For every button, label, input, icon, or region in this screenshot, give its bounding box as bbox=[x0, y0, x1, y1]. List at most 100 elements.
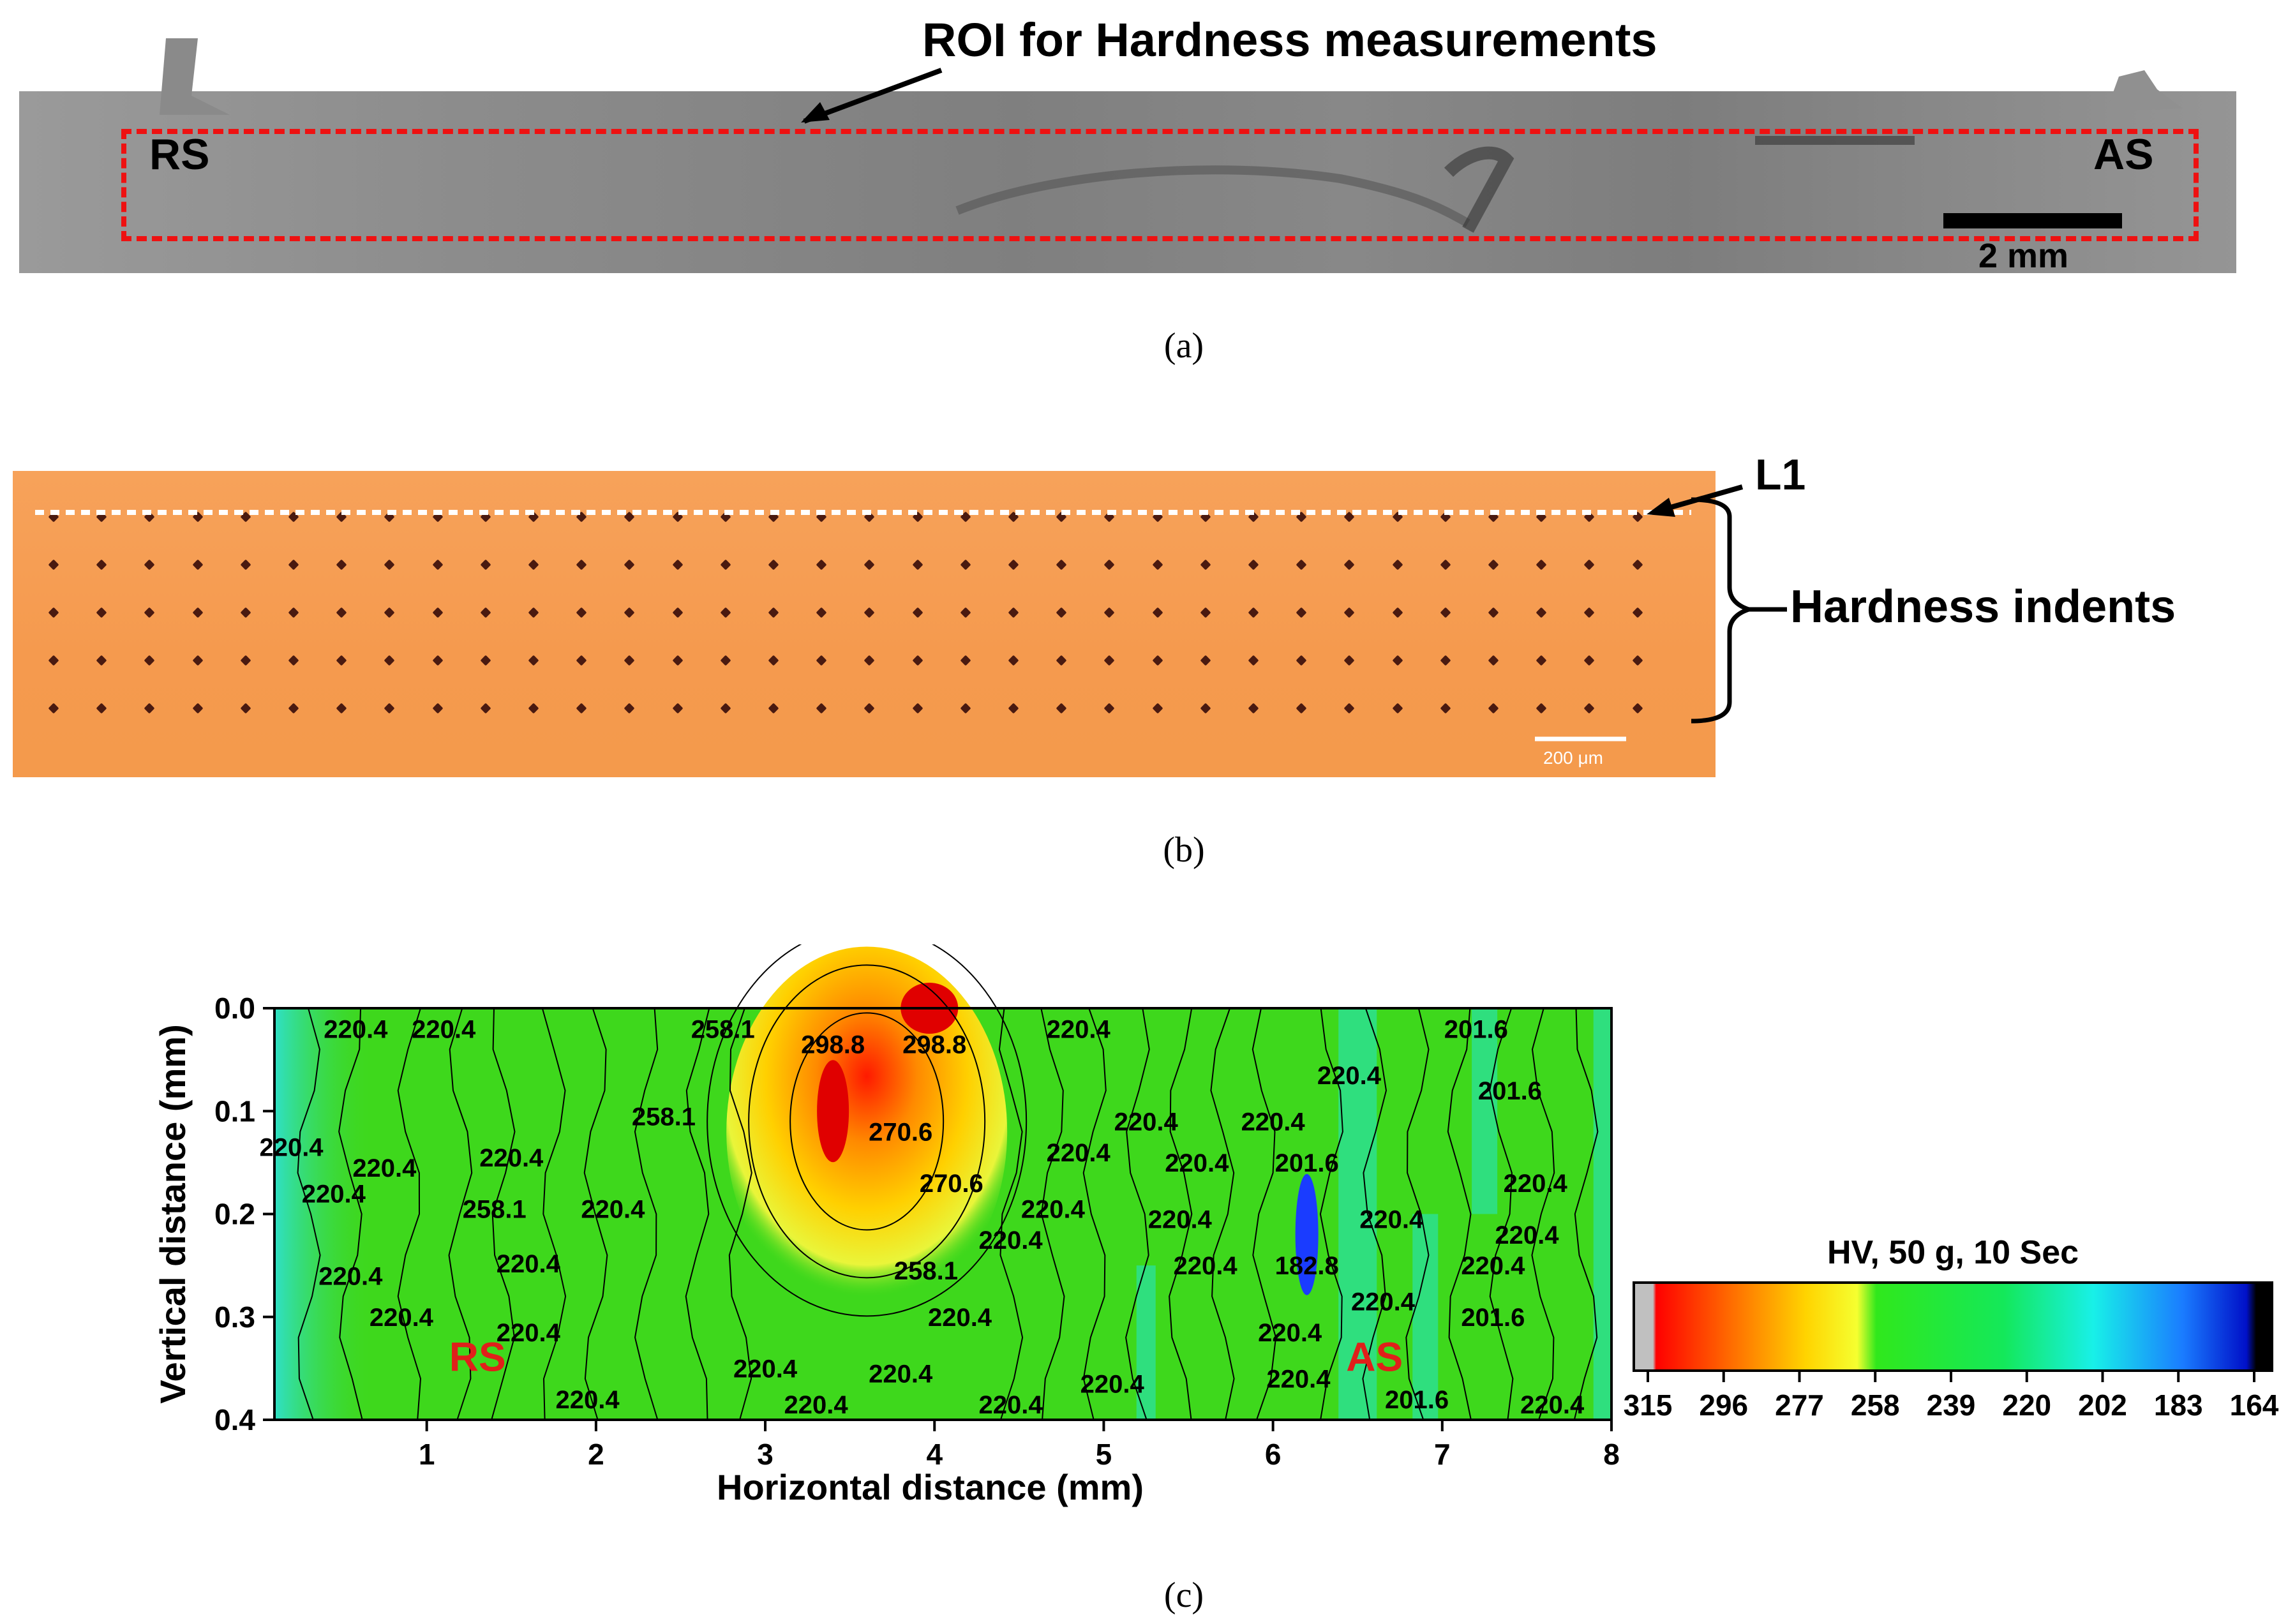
contour-label: 220.4 bbox=[1047, 1139, 1111, 1167]
caption-b: (b) bbox=[1163, 830, 1205, 870]
micrograph-cross-section bbox=[19, 91, 2236, 273]
low-spot bbox=[1295, 1173, 1319, 1295]
colorbar-tick-label: 315 bbox=[1624, 1389, 1673, 1422]
colorbar-gradient bbox=[1633, 1281, 2273, 1372]
contour-line bbox=[1252, 1008, 1277, 1420]
contour-label: 220.4 bbox=[1165, 1149, 1229, 1177]
hot-zone bbox=[726, 946, 1008, 1317]
contour-line bbox=[338, 1008, 363, 1420]
l1-label: L1 bbox=[1755, 451, 1806, 499]
contour-label: 220.4 bbox=[1021, 1195, 1086, 1223]
contour-label: 220.4 bbox=[979, 1226, 1043, 1255]
contour-label: 220.4 bbox=[1359, 1206, 1424, 1234]
contour-label: 220.4 bbox=[302, 1180, 366, 1208]
contour-line bbox=[1447, 1008, 1472, 1420]
field-cyan-streak bbox=[1136, 1265, 1156, 1420]
scale-bar-a bbox=[1943, 213, 2122, 228]
contour-label: 220.4 bbox=[869, 1360, 933, 1388]
contour-line bbox=[1405, 1008, 1430, 1420]
contour-label: 220.4 bbox=[979, 1391, 1043, 1419]
x-tick-label: 1 bbox=[419, 1438, 435, 1471]
contour-line bbox=[541, 1008, 567, 1420]
contour-label: 220.4 bbox=[497, 1319, 561, 1347]
colorbar-tick-label: 239 bbox=[1927, 1389, 1976, 1422]
contour-label: 270.6 bbox=[920, 1170, 983, 1198]
colorbar-tick-label: 183 bbox=[2154, 1389, 2203, 1422]
y-axis-label: Vertical distance (mm) bbox=[153, 1024, 193, 1403]
contour-label: 201.6 bbox=[1385, 1386, 1449, 1414]
contour-line bbox=[1169, 1008, 1193, 1420]
colorbar: HV, 50 g, 10 Sec 315 296 277 258 239 220 202 183… bbox=[1624, 1234, 2279, 1422]
contour-label: 220.4 bbox=[1504, 1170, 1568, 1198]
field-cyan-streak bbox=[1593, 1008, 1613, 1420]
x-tick-label: 7 bbox=[1434, 1438, 1451, 1471]
y-tick-label: 0.2 bbox=[214, 1198, 255, 1231]
plot-area bbox=[274, 946, 1613, 1420]
caption-c: (c) bbox=[1163, 1576, 1204, 1615]
colorbar-tick-label: 296 bbox=[1699, 1389, 1748, 1422]
contour-label: 201.6 bbox=[1275, 1149, 1339, 1177]
colorbar-tick-label: 164 bbox=[2230, 1389, 2279, 1422]
contour-label: 220.4 bbox=[1080, 1371, 1145, 1399]
roi-rectangle bbox=[121, 129, 2199, 241]
contour-label: 220.4 bbox=[581, 1195, 645, 1223]
contour-line bbox=[1040, 1008, 1065, 1420]
contour-line bbox=[297, 1008, 321, 1420]
contour-label: 201.6 bbox=[1444, 1015, 1508, 1043]
colorbar-tick-label: 202 bbox=[2078, 1389, 2127, 1422]
contour-label: 220.4 bbox=[1317, 1062, 1382, 1090]
contour-label: 220.4 bbox=[928, 1304, 992, 1332]
indents-brace bbox=[1691, 497, 1756, 724]
indents-label: Hardness indents bbox=[1790, 581, 2176, 632]
contour-label: 298.8 bbox=[801, 1031, 865, 1059]
contour-label: 258.1 bbox=[632, 1103, 696, 1131]
x-tick-label: 2 bbox=[588, 1438, 604, 1471]
contour-label: 220.4 bbox=[1173, 1252, 1237, 1280]
colorbar-tick-label: 277 bbox=[1775, 1389, 1824, 1422]
caption-a: (a) bbox=[1163, 326, 1204, 366]
contour-line bbox=[685, 1008, 710, 1420]
contour-line bbox=[583, 1008, 608, 1420]
contour-label: 220.4 bbox=[370, 1304, 434, 1332]
contour-label: 220.4 bbox=[556, 1386, 620, 1414]
roi-label: ROI for Hardness measurements bbox=[922, 13, 1657, 66]
contour-line bbox=[728, 1008, 752, 1420]
as-marker: AS bbox=[1346, 1334, 1403, 1380]
axes: 1 2 3 4 5 6 7 8 0.0 0.1 0.2 0.3 0.4 Horizontal distan… bbox=[153, 992, 1620, 1507]
x-axis-label: Horizontal distance (mm) bbox=[717, 1467, 1144, 1507]
x-tick-label: 3 bbox=[757, 1438, 774, 1471]
contour-line bbox=[1531, 1008, 1555, 1420]
contour-line bbox=[998, 1008, 1024, 1420]
contour-line bbox=[397, 1008, 422, 1420]
contour-label: 220.4 bbox=[1114, 1108, 1179, 1136]
as-label-a: AS bbox=[2093, 130, 2154, 179]
field-cyan-streak bbox=[1338, 1008, 1377, 1420]
y-tick-label: 0.0 bbox=[214, 992, 255, 1025]
contour-label: 220.4 bbox=[352, 1154, 417, 1182]
contour-line bbox=[491, 1008, 516, 1420]
colorbar-title: HV, 50 g, 10 Sec bbox=[1827, 1234, 2079, 1271]
contour-line bbox=[1082, 1008, 1107, 1420]
field-cyan-streak bbox=[1412, 1214, 1439, 1420]
x-tick-label: 4 bbox=[926, 1438, 943, 1471]
left-flash bbox=[160, 38, 230, 115]
y-tick-label: 0.1 bbox=[214, 1094, 255, 1128]
contour-label: 220.4 bbox=[1258, 1319, 1322, 1347]
contour-label: 182.8 bbox=[1275, 1252, 1339, 1280]
contour-ring bbox=[748, 964, 986, 1279]
scale-label-a: 2 mm bbox=[1978, 237, 2069, 275]
contour-label: 220.4 bbox=[479, 1144, 544, 1172]
panel-b-overlay bbox=[35, 484, 1787, 741]
rs-label-a: RS bbox=[149, 130, 210, 179]
contour-label: 220.4 bbox=[1351, 1288, 1416, 1316]
field-cyan-left bbox=[274, 1008, 377, 1420]
contour-label: 220.4 bbox=[733, 1355, 798, 1383]
x-tick-label: 6 bbox=[1265, 1438, 1282, 1471]
x-tick-label: 5 bbox=[1096, 1438, 1112, 1471]
contour-label: 220.4 bbox=[412, 1015, 476, 1043]
contour-label: 201.6 bbox=[1461, 1304, 1525, 1332]
contour-label: 220.4 bbox=[1047, 1015, 1111, 1043]
contour-line bbox=[1489, 1008, 1514, 1420]
contour-line bbox=[1362, 1008, 1387, 1420]
